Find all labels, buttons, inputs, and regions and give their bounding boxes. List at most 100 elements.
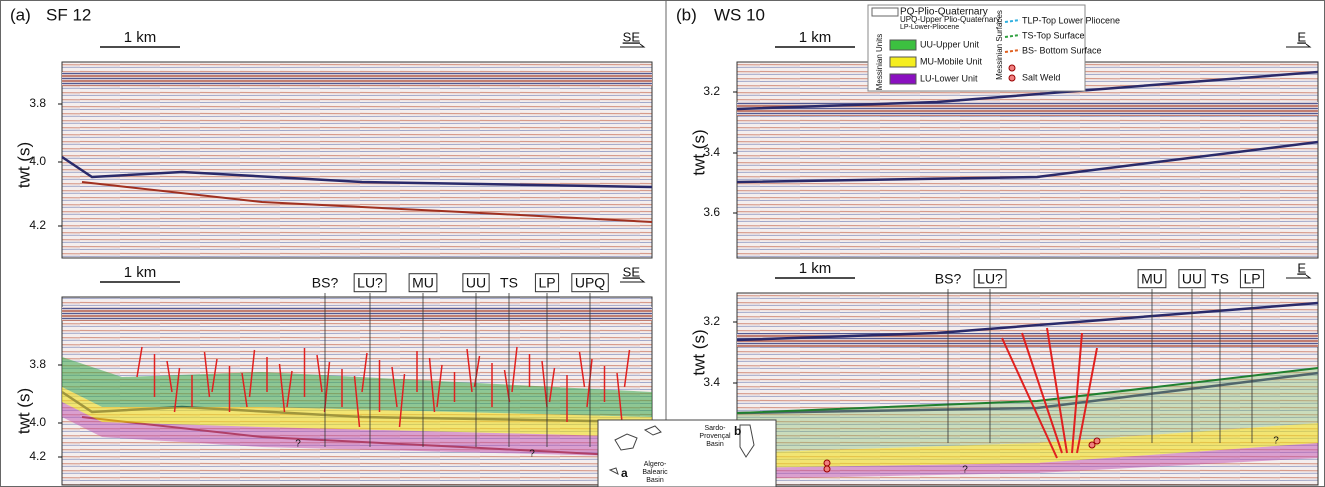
y-tick-label: 4.2 (29, 449, 46, 463)
annotation-box (353, 273, 387, 293)
y-tick-label: 3.4 (703, 145, 720, 159)
fault (586, 358, 593, 408)
annotation-box (408, 273, 438, 293)
fault (286, 370, 293, 408)
reflector (736, 371, 1319, 415)
legend-symbol (1008, 64, 1016, 72)
y-axis-label: twt (s) (14, 142, 33, 188)
fault (1071, 332, 1083, 454)
scale-label: 1 km (799, 260, 832, 277)
scale-label: 1 km (124, 264, 157, 281)
basin-label: Basin (646, 477, 664, 484)
y-tick-label: 3.4 (703, 375, 720, 389)
fault (241, 372, 248, 408)
legend-entry: Salt Weld (1022, 72, 1060, 82)
reflector (736, 140, 1319, 184)
reflector (736, 301, 1319, 342)
annotation: MU (412, 275, 434, 291)
annotation: LU? (357, 275, 383, 291)
direction-label: E (1297, 29, 1306, 44)
reflector (736, 367, 1319, 414)
y-tick-label: 4.0 (29, 415, 46, 429)
annotation: BS? (312, 275, 339, 291)
fault (1076, 347, 1098, 454)
fault (436, 364, 443, 408)
annotation-box (1239, 269, 1265, 289)
legend-group-title: Messinian Units (875, 34, 884, 90)
y-axis-label: twt (s) (689, 329, 708, 375)
fault (623, 349, 631, 388)
seafloor-band (737, 333, 1318, 347)
site-label: a (621, 466, 628, 480)
y-tick-label: 4.0 (29, 154, 46, 168)
annotation: LU? (977, 271, 1003, 287)
panel-label: (b) (676, 5, 697, 24)
fault (473, 355, 481, 388)
annotation: LP (1243, 271, 1260, 287)
y-tick-label: 3.6 (703, 205, 720, 219)
direction-label: SE (623, 264, 641, 279)
annotation-box (1178, 269, 1206, 289)
annotation-box (534, 273, 560, 293)
legend-swatch (889, 39, 917, 51)
legend-entry: MU-Mobile Unit (920, 56, 983, 66)
fault (548, 367, 556, 403)
legend-swatch (889, 73, 917, 85)
query-mark: ? (962, 465, 968, 476)
direction-label: E (1297, 260, 1306, 275)
annotation-box (571, 273, 609, 293)
query-mark: ? (295, 439, 301, 450)
direction-label: SE (623, 29, 641, 44)
query-mark: ? (1273, 436, 1279, 447)
fault (1001, 337, 1058, 459)
legend-swatch (871, 7, 899, 17)
seafloor-band (62, 72, 652, 86)
legend-entry: PQ-Plio-Quaternary (900, 7, 988, 18)
annotation-box (462, 273, 490, 293)
direction-arrow (1286, 274, 1312, 279)
fault (1046, 327, 1068, 454)
fault (428, 357, 436, 413)
direction-arrow (1286, 43, 1312, 48)
salt-weld (823, 459, 831, 467)
fault (398, 373, 406, 428)
fault (353, 375, 361, 428)
legend-entry: BS- Bottom Surface (1022, 45, 1102, 55)
annotation: LP (538, 275, 555, 291)
fault (248, 349, 256, 398)
y-tick-label: 3.2 (703, 84, 720, 98)
fault (541, 360, 548, 408)
profile-name: WS 10 (714, 5, 765, 24)
site-label: b (734, 424, 741, 438)
fault (203, 351, 211, 398)
inset-map (597, 419, 777, 487)
unit-mu (62, 387, 652, 437)
legend-entry: LU-Lower Unit (920, 73, 978, 83)
annotation: MU (1141, 271, 1163, 287)
basin-label: Provençal (699, 433, 731, 440)
scale-label: 1 km (124, 29, 157, 46)
salt-weld (823, 465, 831, 473)
fault (361, 352, 368, 393)
annotation: UU (466, 275, 486, 291)
unit-uu (62, 357, 652, 417)
annotation: UU (1182, 271, 1202, 287)
annotation: BS? (935, 271, 962, 287)
reflector (61, 155, 653, 189)
legend-group-title: Messinian Surfaces (995, 10, 1004, 80)
fault (136, 346, 143, 378)
seafloor-band (62, 307, 652, 321)
fault (578, 351, 586, 388)
profile-name: SF 12 (46, 5, 91, 24)
fault (616, 372, 623, 423)
fault (211, 358, 218, 393)
salt-weld (1093, 437, 1101, 445)
coastline (608, 424, 755, 475)
legend-entry: LP-Lower-Pliocene (900, 24, 959, 31)
fault (511, 346, 518, 393)
y-tick-label: 3.2 (703, 314, 720, 328)
y-tick-label: 3.8 (29, 96, 46, 110)
unit-uu (737, 368, 1318, 453)
unit-mu (737, 423, 1318, 468)
